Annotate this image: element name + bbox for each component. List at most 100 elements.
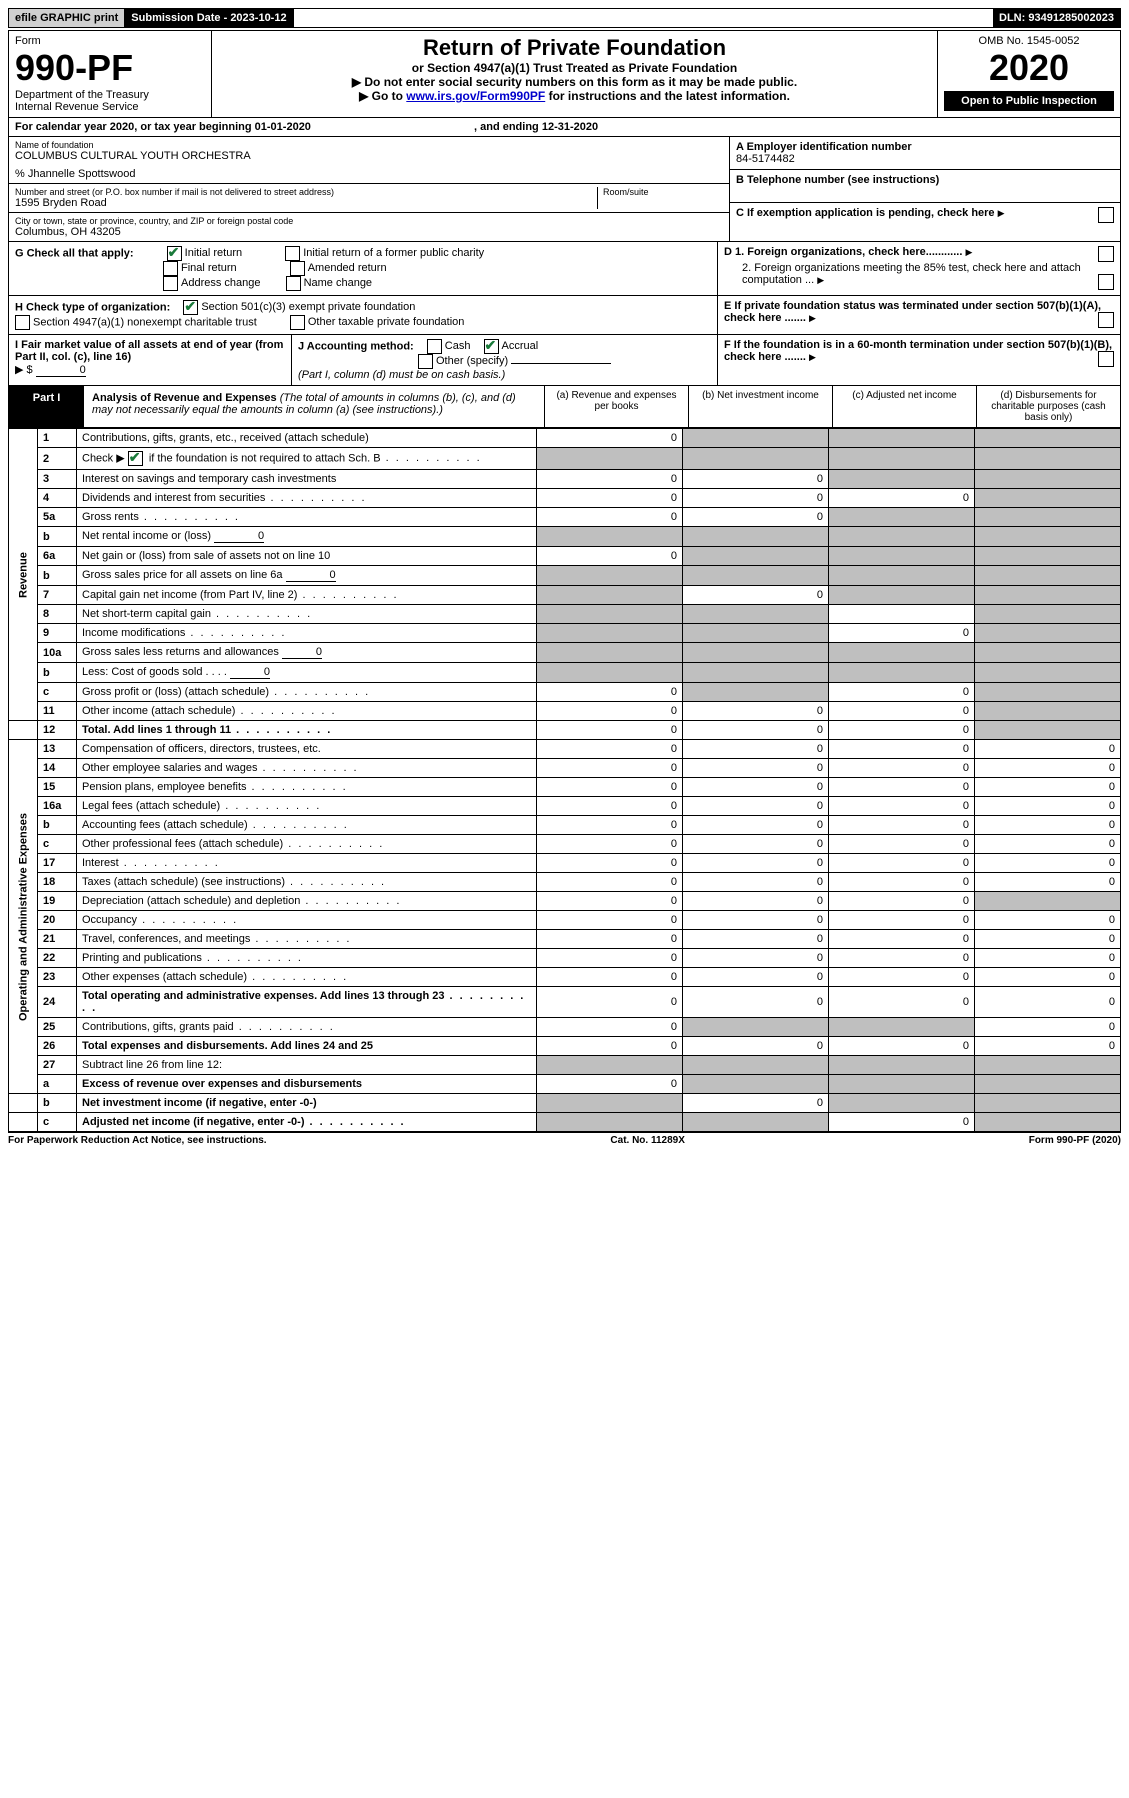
opt-cash: Cash [445,340,471,352]
cell-b: 0 [683,470,829,489]
opt-address-change: Address change [181,277,261,289]
efile-print-button[interactable]: efile GRAPHIC print [9,9,125,27]
col-d-header: (d) Disbursements for charitable purpose… [976,386,1120,427]
chk-initial-former[interactable] [285,246,300,261]
line-desc: Subtract line 26 from line 12: [77,1056,537,1075]
cell-b: 0 [683,586,829,605]
note-ssn: ▶ Do not enter social security numbers o… [218,75,931,89]
box-d2-checkbox[interactable] [1098,274,1114,290]
chk-4947a1[interactable] [15,315,30,330]
dln: DLN: 93491285002023 [993,9,1120,27]
irs-link[interactable]: www.irs.gov/Form990PF [406,89,545,103]
table-row: bNet investment income (if negative, ent… [9,1094,1121,1113]
form-number: 990-PF [15,47,205,89]
cell-c: 0 [829,489,975,508]
cell-c: 0 [829,721,975,740]
note-goto-post: for instructions and the latest informat… [549,89,790,103]
footer-form: Form 990-PF (2020) [1029,1135,1121,1146]
room-suite-label: Room/suite [603,187,723,197]
line-no: 23 [38,968,77,987]
chk-sch-b[interactable] [128,451,143,466]
cell-c: 0 [829,683,975,702]
cell-a: 0 [537,721,683,740]
cell-a: 0 [537,547,683,566]
table-row: 7Capital gain net income (from Part IV, … [9,586,1121,605]
j-label: J Accounting method: [298,340,414,352]
opt-name-change: Name change [304,277,373,289]
h-label: H Check type of organization: [15,301,170,313]
table-row: bNet rental income or (loss) 0 [9,527,1121,547]
table-row: Revenue 1Contributions, gifts, grants, e… [9,429,1121,448]
cell-b: 0 [683,702,829,721]
col-a-header: (a) Revenue and expenses per books [544,386,688,427]
line-desc: Depreciation (attach schedule) and deple… [77,892,537,911]
chk-accrual[interactable] [484,339,499,354]
chk-cash[interactable] [427,339,442,354]
table-row: aExcess of revenue over expenses and dis… [9,1075,1121,1094]
cell-a: 0 [537,702,683,721]
table-row: 17Interest0000 [9,854,1121,873]
tax-year: 2020 [944,47,1114,89]
table-row: cOther professional fees (attach schedul… [9,835,1121,854]
arrow-icon [809,312,818,324]
opt-initial-former: Initial return of a former public charit… [303,247,484,259]
cell-a: 0 [537,683,683,702]
chk-501c3[interactable] [183,300,198,315]
opt-other-method: Other (specify) [436,355,508,367]
line-desc: Compensation of officers, directors, tru… [77,740,537,759]
table-row: 20Occupancy0000 [9,911,1121,930]
irs-label: Internal Revenue Service [15,101,205,113]
line-no: 27 [38,1056,77,1075]
table-row: 5aGross rents00 [9,508,1121,527]
part-i-label: Part I [9,386,84,427]
top-bar: efile GRAPHIC print Submission Date - 20… [8,8,1121,28]
line-no: c [38,835,77,854]
cal-end: 12-31-2020 [542,121,598,133]
line-desc: Check ▶ if the foundation is not require… [77,448,537,470]
revenue-label: Revenue [9,429,38,721]
chk-other-method[interactable] [418,354,433,369]
note-goto-pre: ▶ Go to [359,89,406,103]
box-c-label: C If exemption application is pending, c… [736,207,995,219]
line-no: b [38,1094,77,1113]
table-row: 26Total expenses and disbursements. Add … [9,1037,1121,1056]
chk-final-return[interactable] [163,261,178,276]
line-desc: Total. Add lines 1 through 11 [77,721,537,740]
chk-name-change[interactable] [286,276,301,291]
line-no: 20 [38,911,77,930]
table-row: 14Other employee salaries and wages0000 [9,759,1121,778]
line-no: 15 [38,778,77,797]
chk-initial-return[interactable] [167,246,182,261]
opt-501c3: Section 501(c)(3) exempt private foundat… [201,301,415,313]
chk-amended[interactable] [290,261,305,276]
name-of-foundation-label: Name of foundation [15,140,723,150]
box-e-checkbox[interactable] [1098,312,1114,328]
table-row: 18Taxes (attach schedule) (see instructi… [9,873,1121,892]
arrow-icon [817,274,826,286]
line-no: 8 [38,605,77,624]
line-no: 14 [38,759,77,778]
table-row: Operating and Administrative Expenses 13… [9,740,1121,759]
line-desc: Dividends and interest from securities [77,489,537,508]
cal-begin: 01-01-2020 [255,121,311,133]
box-f-checkbox[interactable] [1098,351,1114,367]
chk-address-change[interactable] [163,276,178,291]
line-desc: Other expenses (attach schedule) [77,968,537,987]
line-no: 24 [38,987,77,1018]
box-d1-checkbox[interactable] [1098,246,1114,262]
table-row: bLess: Cost of goods sold . . . . 0 [9,663,1121,683]
line-no: b [38,566,77,586]
line-desc: Income modifications [77,624,537,643]
line-no: 21 [38,930,77,949]
section-i-j-f: I Fair market value of all assets at end… [8,335,1121,386]
line-desc: Other professional fees (attach schedule… [77,835,537,854]
line-no: 17 [38,854,77,873]
box-c-checkbox[interactable] [1098,207,1114,223]
cell-d: 0 [975,740,1121,759]
line-desc: Capital gain net income (from Part IV, l… [77,586,537,605]
chk-other-taxable[interactable] [290,315,305,330]
line-desc: Accounting fees (attach schedule) [77,816,537,835]
table-row: 19Depreciation (attach schedule) and dep… [9,892,1121,911]
cell-a: 0 [537,508,683,527]
table-row: cGross profit or (loss) (attach schedule… [9,683,1121,702]
